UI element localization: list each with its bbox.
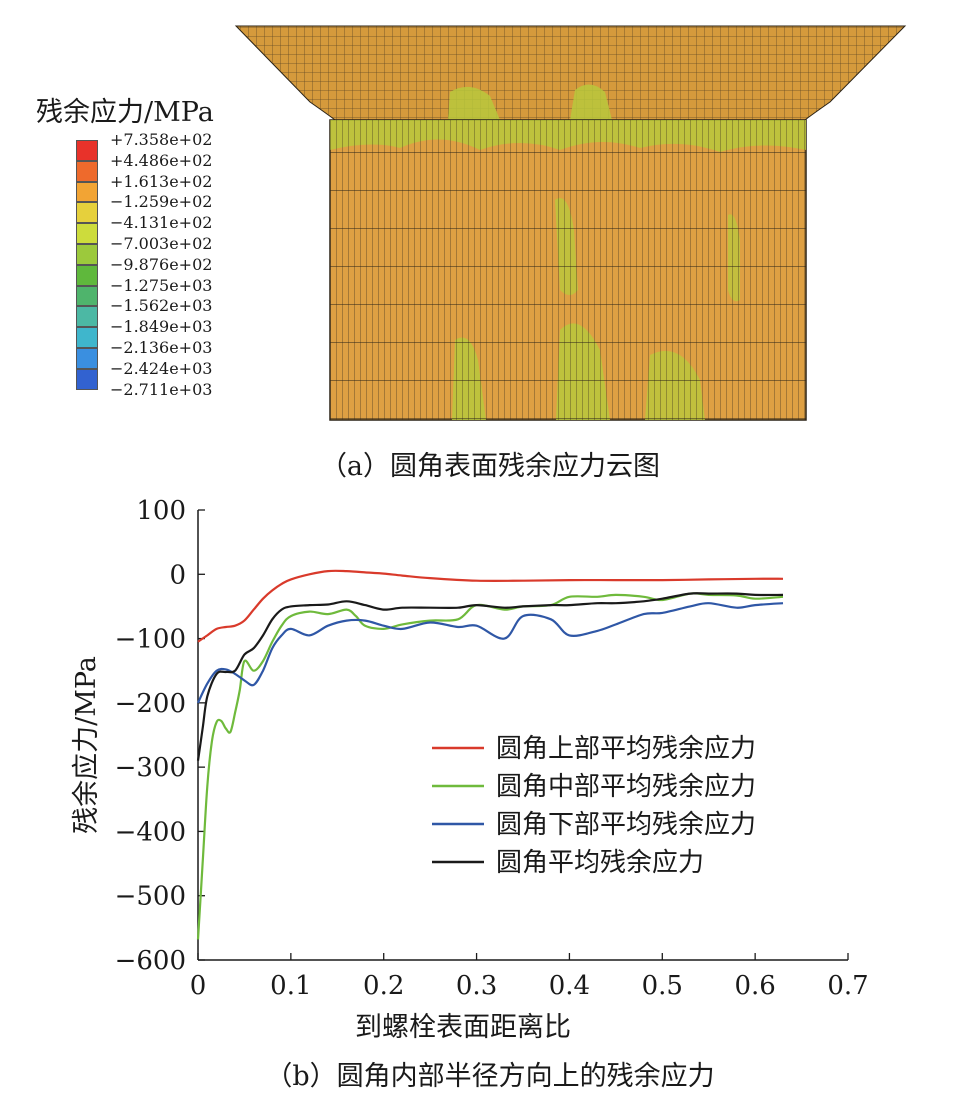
x-tick-label: 0.5	[642, 971, 683, 1001]
contour-level-label: −2.711e+03	[110, 379, 213, 399]
contour-swatch	[76, 368, 98, 390]
x-tick-label: 0.6	[734, 971, 775, 1001]
y-tick-label: −200	[115, 689, 186, 719]
contour-swatch	[76, 306, 98, 328]
contour-level-label: −1.259e+02	[110, 192, 213, 212]
legend-label: 圆角上部平均残余应力	[496, 734, 756, 764]
series-line-2	[196, 592, 784, 940]
x-tick-label: 0	[190, 971, 207, 1001]
residual-stress-line-chart: 0 0.1 0.2 0.3 0.4 0.5 0.6 0.7 100 0 −100 −200 −300 −4…	[71, 496, 869, 1043]
y-tick-label: 0	[169, 560, 186, 590]
y-tick-label: −500	[115, 882, 186, 912]
legend-label: 圆角下部平均残余应力	[496, 810, 756, 840]
contour-level-label: −1.849e+03	[110, 317, 213, 337]
contour-swatch	[76, 140, 98, 161]
x-tick-label: 0.3	[456, 971, 497, 1001]
contour-level-label: −1.275e+03	[110, 275, 213, 295]
contour-level-label: +1.613e+02	[110, 171, 213, 191]
contour-level-label: −2.136e+03	[110, 338, 213, 357]
contour-swatch	[76, 244, 98, 265]
y-tick-label: −300	[115, 753, 186, 783]
contour-swatch	[76, 223, 98, 244]
series-line-4	[196, 592, 784, 761]
contour-swatch	[76, 160, 98, 182]
contour-level-label: −9.876e+02	[110, 254, 213, 274]
contour-swatch	[76, 327, 98, 348]
y-axis-label: 残余应力/MPa	[71, 656, 102, 834]
x-tick-label: 0.7	[827, 971, 868, 1001]
contour-level-label: +7.358e+02	[110, 130, 213, 149]
contour-level-label: −2.424e+03	[110, 358, 213, 378]
contour-swatch	[76, 202, 98, 224]
contour-level-label: −1.562e+03	[110, 296, 213, 316]
x-tick-label: 0.1	[270, 971, 311, 1001]
contour-swatch	[76, 348, 98, 369]
y-tick-label: 100	[136, 496, 186, 526]
contour-swatch	[76, 285, 98, 307]
series-line-3	[196, 602, 784, 704]
y-tick-label: −400	[115, 817, 186, 847]
x-axis-label: 到螺栓表面距离比	[355, 1012, 571, 1043]
contour-level-label: +4.486e+02	[110, 150, 213, 170]
contour-swatch	[76, 264, 98, 286]
y-tick-label: −100	[115, 625, 186, 655]
contour-swatch	[76, 181, 98, 203]
legend-label: 圆角平均残余应力	[496, 848, 704, 878]
y-tick-label: −600	[115, 946, 186, 976]
caption-a: （a）圆角表面残余应力云图	[319, 451, 661, 482]
legend-label: 圆角中部平均残余应力	[496, 772, 756, 802]
contour-level-label: −7.003e+02	[110, 234, 213, 253]
contour-level-label: −4.131e+02	[110, 213, 213, 233]
fillet-contour-plot	[234, 25, 907, 421]
x-tick-label: 0.2	[363, 971, 404, 1001]
contour-legend-title: 残余应力/MPa	[36, 97, 214, 128]
series-line-1	[197, 569, 784, 643]
x-tick-label: 0.4	[549, 971, 590, 1001]
caption-b: （b）圆角内部半径方向上的残余应力	[265, 1061, 715, 1092]
